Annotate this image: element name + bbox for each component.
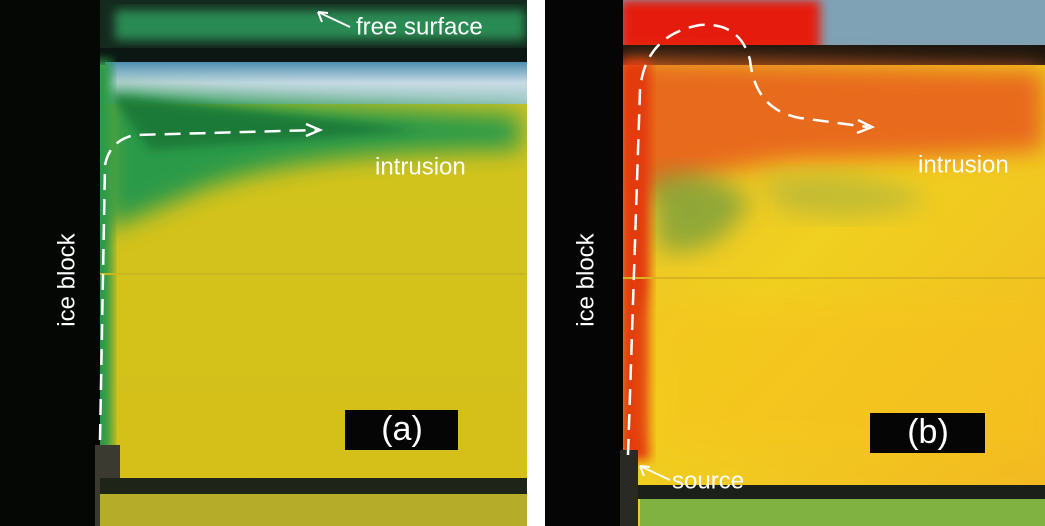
annotation: free surface bbox=[356, 13, 483, 40]
annotation: ice block bbox=[53, 232, 80, 326]
annotation: intrusion bbox=[918, 151, 1009, 178]
annotation: intrusion bbox=[375, 153, 466, 180]
panel-a bbox=[0, 0, 527, 526]
annotation: ice block bbox=[572, 232, 599, 326]
panel-label: (b) bbox=[907, 413, 949, 451]
panel-label: (a) bbox=[381, 410, 423, 448]
annotation: source bbox=[672, 467, 744, 494]
panel-b bbox=[545, 0, 1045, 526]
